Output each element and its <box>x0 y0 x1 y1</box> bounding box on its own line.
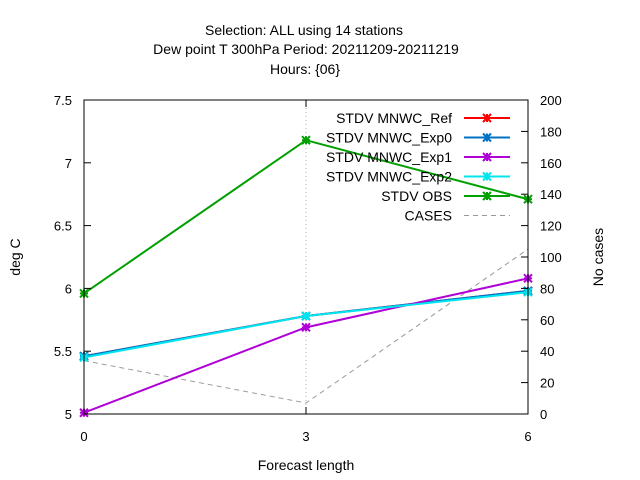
y2-tick-label: 20 <box>540 376 554 391</box>
x-axis-label: Forecast length <box>258 457 355 473</box>
legend-marker-stdv-mnwc-ref <box>482 113 492 123</box>
y2-tick-label: 140 <box>540 187 562 202</box>
y2-tick-label: 80 <box>540 281 554 296</box>
data-point-stdv-obs <box>301 135 311 145</box>
y-tick-label: 7.5 <box>54 93 72 108</box>
legend-marker-stdv-mnwc-exp2 <box>482 171 492 182</box>
legend-marker-stdv-mnwc-exp0 <box>482 132 492 143</box>
y2-tick-label: 100 <box>540 250 562 265</box>
data-point-stdv-mnwc-exp1 <box>301 322 311 333</box>
y-axis-label: deg C <box>7 238 23 275</box>
axes: 5 5.5 6 6.5 7 7.5 0 20 40 60 80 100 120 140 160 180 200 0… <box>54 93 562 444</box>
legend-label-stdv-mnwc-ref: STDV MNWC_Ref <box>336 110 452 126</box>
x-tick-label: 3 <box>302 429 309 444</box>
x-tick-label: 0 <box>80 429 87 444</box>
y2-tick-label: 180 <box>540 124 562 139</box>
y2-tick-label: 0 <box>540 407 547 422</box>
legend: STDV MNWC_Ref STDV MNWC_Exp0 STDV MNWC_Exp… <box>326 110 510 224</box>
y-tick-label: 5.5 <box>54 344 72 359</box>
chart-title-line-2: Dew point T 300hPa Period: 20211209-2021… <box>153 41 459 57</box>
legend-label-stdv-mnwc-exp1: STDV MNWC_Exp1 <box>326 149 452 165</box>
y2-tick-label: 60 <box>540 313 554 328</box>
legend-label-stdv-mnwc-exp0: STDV MNWC_Exp0 <box>326 130 452 146</box>
y2-tick-label: 200 <box>540 93 562 108</box>
y-tick-label: 5 <box>65 407 72 422</box>
y2-tick-label: 120 <box>540 219 562 234</box>
y-tick-label: 7 <box>65 156 72 171</box>
chart-title-line-3: Hours: {06} <box>270 61 340 77</box>
y2-tick-label: 40 <box>540 344 554 359</box>
legend-marker-stdv-mnwc-exp1 <box>482 152 492 162</box>
data-point-stdv-mnwc-exp2 <box>301 311 311 321</box>
legend-label-stdv-obs: STDV OBS <box>381 188 452 204</box>
y2-axis-label: No cases <box>590 228 606 286</box>
y-tick-label: 6.5 <box>54 219 72 234</box>
chart-title-line-1: Selection: ALL using 14 stations <box>205 22 403 38</box>
y-tick-label: 6 <box>65 281 72 296</box>
y2-tick-label: 160 <box>540 156 562 171</box>
x-tick-label: 6 <box>524 429 531 444</box>
legend-label-stdv-mnwc-exp2: STDV MNWC_Exp2 <box>326 169 452 185</box>
legend-marker-stdv-obs <box>482 191 492 201</box>
legend-label-cases: CASES <box>405 208 452 224</box>
